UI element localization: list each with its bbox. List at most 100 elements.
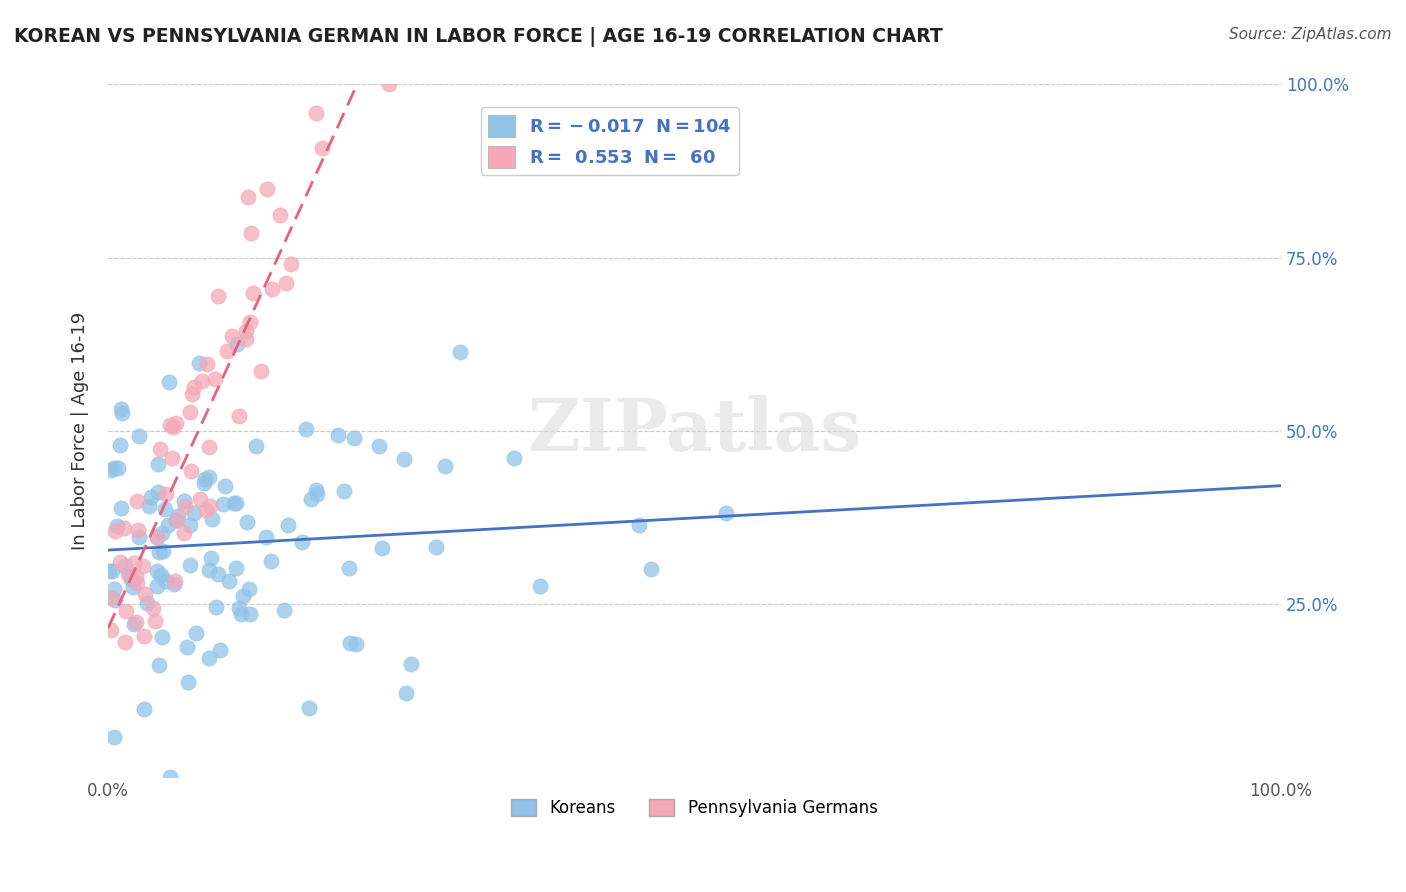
Point [198,470,221,484]
Point [124,570,146,584]
Point [103,582,125,597]
Point [179,405,201,419]
Point [183,506,205,520]
Point [236,190,259,204]
Point [162,419,184,434]
Point [138,499,160,513]
Point [174,499,197,513]
Point [399,657,422,671]
Point [157,376,180,390]
Point [239,607,262,622]
Point [200,551,222,566]
Point [179,558,201,572]
Point [167,509,190,524]
Point [143,614,166,628]
Point [370,541,392,555]
Point [187,356,209,370]
Point [103,524,125,538]
Point [190,491,212,506]
Point [226,336,249,351]
Point [200,499,222,513]
Point [110,500,132,515]
Point [173,526,195,541]
Point [449,344,471,359]
Point [122,556,145,570]
Point [640,562,662,576]
Point [190,374,212,388]
Point [112,521,135,535]
Point [128,530,150,544]
Point [628,517,651,532]
Point [103,461,125,475]
Point [153,502,176,516]
Point [136,597,159,611]
Point [100,564,122,578]
Point [235,324,257,338]
Point [179,518,201,533]
Point [155,574,177,588]
Point [100,624,122,638]
Point [194,472,217,486]
Point [165,416,187,430]
Point [343,431,366,445]
Point [100,591,122,606]
Point [105,519,128,533]
Point [159,417,181,432]
Point [127,523,149,537]
Point [250,364,273,378]
Point [277,517,299,532]
Point [716,506,738,520]
Point [204,372,226,386]
Point [177,675,200,690]
Point [150,568,173,582]
Point [276,276,298,290]
Point [180,464,202,478]
Point [269,208,291,222]
Point [204,599,226,614]
Point [221,328,243,343]
Point [183,380,205,394]
Point [142,601,165,615]
Point [207,567,229,582]
Point [207,289,229,303]
Point [305,483,328,498]
Point [214,479,236,493]
Point [231,607,253,621]
Point [146,564,169,578]
Point [529,579,551,593]
Point [367,439,389,453]
Point [132,702,155,716]
Point [377,78,399,92]
Point [311,141,333,155]
Point [159,770,181,784]
Point [166,513,188,527]
Point [260,554,283,568]
Text: KOREAN VS PENNSYLVANIA GERMAN IN LABOR FORCE | AGE 16-19 CORRELATION CHART: KOREAN VS PENNSYLVANIA GERMAN IN LABOR F… [14,27,943,46]
Point [208,643,231,657]
Point [148,658,170,673]
Point [132,559,155,574]
Point [238,582,260,596]
Point [104,592,127,607]
Point [222,496,245,510]
Point [103,731,125,745]
Point [145,531,167,545]
Point [298,701,321,715]
Point [152,544,174,558]
Point [163,577,186,591]
Point [108,438,131,452]
Point [111,406,134,420]
Text: ZIPatlas: ZIPatlas [527,395,862,467]
Point [294,422,316,436]
Point [125,494,148,508]
Point [128,428,150,442]
Point [193,475,215,490]
Point [307,487,329,501]
Point [150,526,173,541]
Point [114,634,136,648]
Legend: Koreans, Pennsylvania Germans: Koreans, Pennsylvania Germans [505,792,884,824]
Point [228,600,250,615]
Point [328,428,350,442]
Point [198,563,221,577]
Point [160,451,183,466]
